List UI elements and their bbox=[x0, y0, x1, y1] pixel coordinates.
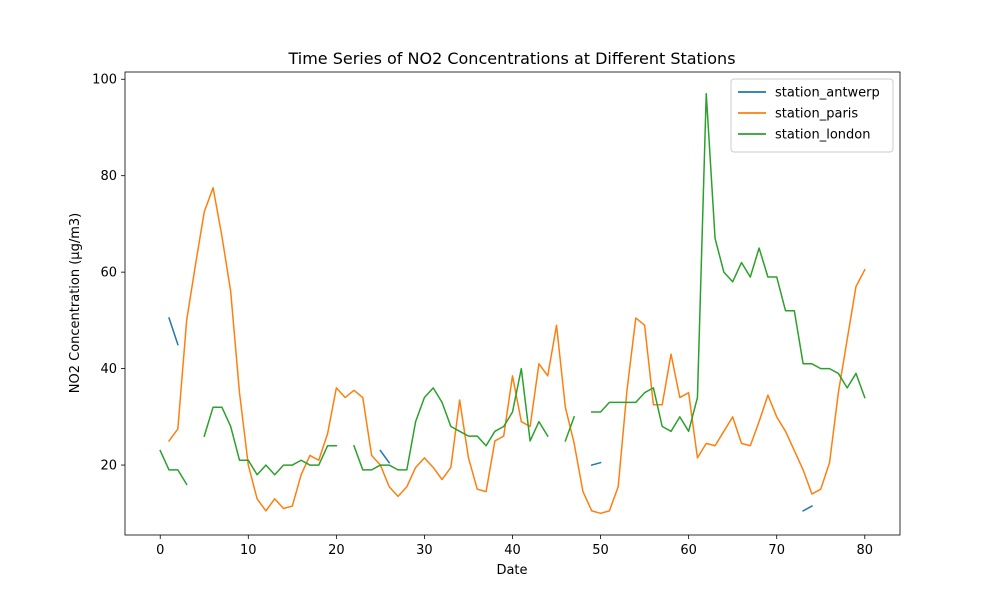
x-tick-label: 60 bbox=[680, 543, 697, 558]
series-line-station-london bbox=[159, 449, 188, 486]
x-tick-label: 40 bbox=[504, 543, 521, 558]
series-line-station-antwerp bbox=[590, 461, 602, 466]
x-tick-label: 20 bbox=[328, 543, 345, 558]
series-line-station-antwerp bbox=[379, 449, 391, 464]
legend-box bbox=[730, 78, 894, 153]
series-line-station-antwerp bbox=[168, 317, 179, 346]
y-tick-label: 80 bbox=[100, 169, 117, 184]
y-tick-label: 100 bbox=[92, 73, 117, 88]
y-tick-label: 40 bbox=[100, 362, 117, 377]
y-tick-label: 20 bbox=[100, 459, 117, 474]
legend-label-station-antwerp: station_antwerp bbox=[775, 86, 880, 101]
y-axis: 20 40 60 80 100 bbox=[92, 73, 125, 474]
y-axis-label: NO2 Concentration (µg/m3) bbox=[68, 213, 83, 393]
x-tick-label: 50 bbox=[592, 543, 609, 558]
x-axis-label: Date bbox=[496, 563, 527, 578]
x-tick-label: 70 bbox=[768, 543, 785, 558]
plot-area bbox=[124, 71, 901, 536]
x-axis: 0 10 20 30 40 50 60 70 80 bbox=[156, 535, 873, 558]
series-line-station-paris bbox=[167, 187, 866, 515]
series-line-station-london bbox=[591, 92, 866, 433]
x-tick-label: 0 bbox=[156, 543, 164, 558]
legend: station_antwerp station_paris station_lond… bbox=[730, 78, 894, 153]
y-tick-label: 60 bbox=[100, 266, 117, 281]
series-line-station-london bbox=[353, 367, 549, 471]
series-line-station-antwerp bbox=[802, 505, 813, 512]
chart-title: Time Series of NO2 Concentrations at Dif… bbox=[287, 49, 735, 68]
x-tick-label: 30 bbox=[416, 543, 433, 558]
x-tick-label: 10 bbox=[240, 543, 257, 558]
legend-label-station-london: station_london bbox=[775, 128, 871, 143]
x-tick-label: 80 bbox=[856, 543, 873, 558]
series-line-station-london bbox=[203, 406, 338, 476]
series-line-station-london bbox=[564, 415, 576, 442]
legend-label-station-paris: station_paris bbox=[775, 107, 858, 122]
